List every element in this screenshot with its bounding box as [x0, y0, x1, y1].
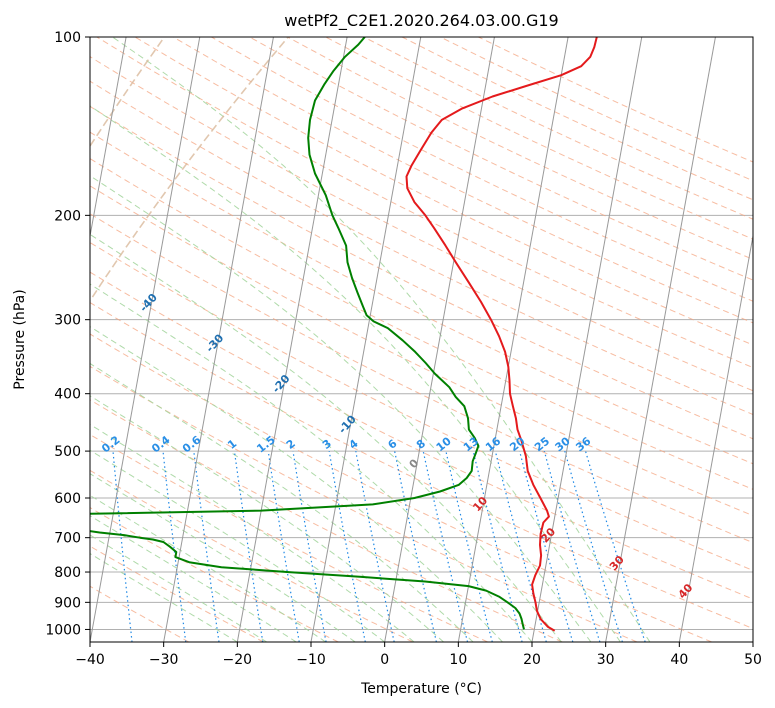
- y-tick-label: 1000: [45, 622, 81, 638]
- x-tick-label: −10: [296, 652, 326, 668]
- dry-adiabat: [211, 37, 753, 302]
- x-tick-label: 40: [670, 652, 688, 668]
- isotherm-line: [236, 37, 348, 642]
- y-tick-label: 200: [54, 208, 81, 224]
- x-tick-label: −30: [149, 652, 179, 668]
- dry-adiabat: [90, 365, 638, 642]
- dry-adiabat: [96, 37, 753, 369]
- moist-adiabat: [90, 553, 238, 642]
- x-axis-title: Temperature (°C): [360, 681, 482, 697]
- y-tick-label: 900: [54, 595, 81, 611]
- isotherm-line: [384, 37, 495, 642]
- mixing-ratio-line: [233, 451, 264, 642]
- isotherm-line: [678, 233, 753, 642]
- dry-adiabat: [90, 105, 753, 440]
- x-tick-label: 0: [380, 652, 389, 668]
- dry-adiabat: [90, 433, 488, 642]
- mixing-ratio-line: [162, 451, 187, 642]
- plot-area: [90, 37, 753, 642]
- x-tick-label: 30: [597, 652, 615, 668]
- isotherm-line: [163, 37, 274, 642]
- chart-title: wetPf2_C2E1.2020.264.03.00.G19: [284, 11, 558, 31]
- moist-adiabat: [90, 473, 356, 642]
- x-tick-label: 50: [744, 652, 762, 668]
- y-tick-label: 100: [54, 30, 81, 46]
- dry-adiabat: [90, 213, 753, 544]
- moist-adiabat: [90, 105, 621, 642]
- dry-adiabat: [90, 333, 712, 642]
- y-tick-label: 700: [54, 531, 81, 547]
- plot-frame: [89, 36, 754, 643]
- dry-adiabat: [90, 131, 753, 465]
- y-axis-title: Pressure (hPa): [12, 289, 28, 389]
- dry-adiabat: [90, 301, 753, 630]
- x-tick-label: 10: [449, 652, 467, 668]
- dry-adiabat: [90, 506, 339, 642]
- moist-adiabat: [90, 395, 444, 642]
- mixing-ratio-line: [267, 451, 300, 642]
- dewpoint-profile: [90, 530, 525, 630]
- dashed-arc: [90, 37, 289, 303]
- mixing-ratio-line: [112, 451, 133, 642]
- isotherm-line: [531, 37, 643, 642]
- y-tick-label: 300: [54, 313, 81, 329]
- moist-adiabat: [90, 449, 385, 642]
- moist-adiabat: [90, 175, 592, 642]
- x-tick-label: 20: [523, 652, 541, 668]
- y-tick-label: 400: [54, 387, 81, 403]
- y-tick-label: 600: [54, 491, 81, 507]
- x-tick-label: −40: [75, 652, 105, 668]
- dry-adiabat: [90, 158, 753, 490]
- moist-adiabat: [112, 37, 651, 642]
- isotherm-line: [457, 37, 569, 642]
- moist-adiabat: [90, 233, 562, 642]
- mixing-ratio-line: [292, 451, 327, 642]
- axes: −40 −30 −20 −10 0 10 20 30 40 50 1000 900 800 700 600 5…: [45, 30, 762, 668]
- x-tick-label: −20: [223, 652, 253, 668]
- mixing-ratio-line: [494, 450, 547, 642]
- y-tick-label: 500: [54, 444, 81, 460]
- y-tick-label: 800: [54, 565, 81, 581]
- dry-adiabat: [90, 56, 753, 392]
- isotherm-line: [310, 37, 422, 642]
- mixing-ratio-line: [564, 450, 623, 642]
- moist-adiabat: [90, 326, 503, 642]
- isotherm-line: [90, 37, 127, 239]
- temperature-profile: [405, 37, 598, 632]
- mixing-ratio-line: [519, 450, 574, 642]
- moist-adiabat: [90, 534, 268, 642]
- dry-adiabat: [90, 399, 563, 642]
- isotherm-line: [605, 37, 716, 642]
- mixing-ratio-line: [543, 450, 601, 642]
- dewpoint-upper-profile: [90, 37, 480, 515]
- isotherm-line: [90, 37, 201, 642]
- mixing-ratio-line: [193, 451, 220, 642]
- moist-adiabat: [90, 362, 474, 642]
